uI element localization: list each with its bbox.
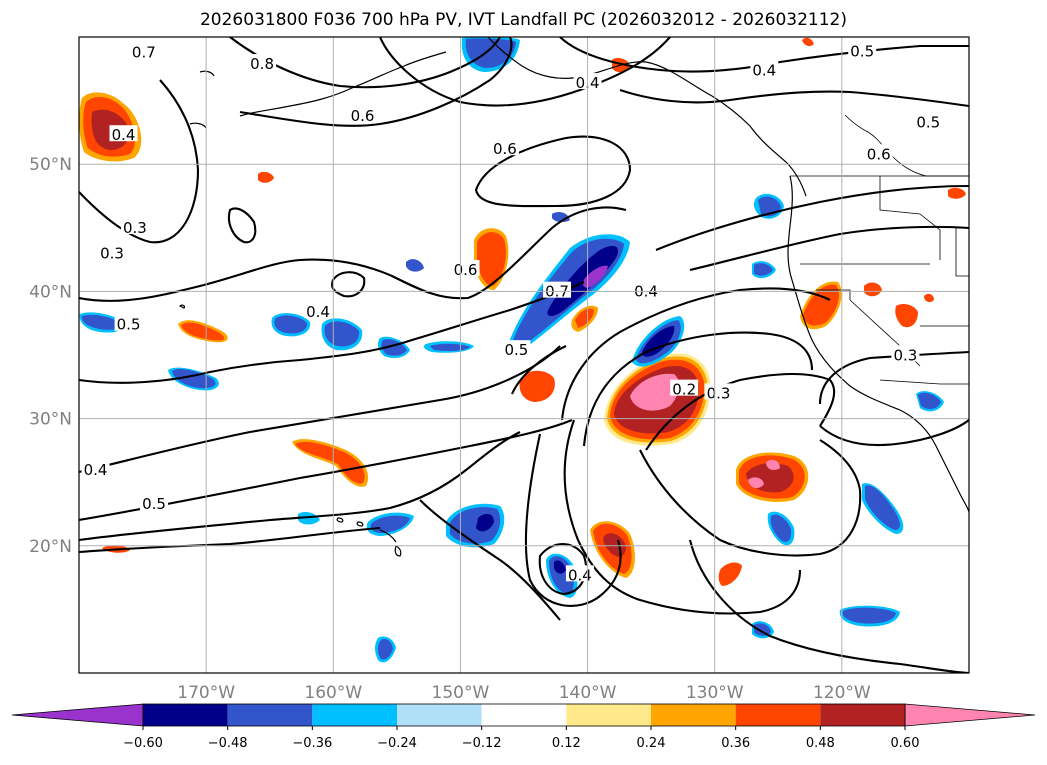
lat-tick-label: 50°N: [29, 155, 72, 175]
colorbar-extend-low: [11, 703, 144, 727]
contour-lines: [79, 37, 969, 673]
colorbar-segment: [651, 704, 736, 726]
colorbar: −0.60 −0.48 −0.36 −0.24 −0.12 0.12 0.24 0.36 0.4…: [11, 703, 1036, 751]
contour-label: 0.5: [142, 495, 166, 513]
colorbar-frame: [142, 703, 906, 727]
colorbar-segment: [312, 704, 397, 726]
contour-label: 0.3: [707, 384, 731, 402]
contour-label: 0.3: [893, 346, 917, 364]
map-frame: [78, 36, 970, 674]
contour-label: 0.2: [672, 381, 696, 399]
contour-label-background: [543, 281, 572, 298]
contour-label: 0.3: [100, 245, 124, 263]
colorbar-extend-high: [904, 703, 1036, 727]
contour-label: 0.3: [123, 219, 147, 237]
contour-label-background: [750, 60, 779, 77]
contour-label-background: [129, 42, 158, 59]
colorbar-segment: [143, 704, 228, 726]
colorbar-tick-label: 0.36: [721, 736, 750, 751]
political-borders: [790, 114, 969, 385]
lat-tick-label: 20°N: [29, 537, 72, 557]
lon-tick-label: 150°W: [432, 683, 490, 703]
contour-label-background: [490, 139, 519, 156]
map-panel[interactable]: 0.7 0.8 0.4 0.4 0.5 0.6 0.6 0.5 0.4 0.6 0.3 0.3 0.6 0…: [79, 37, 969, 673]
lon-tick-label: 120°W: [813, 683, 871, 703]
lat-tick-label: 30°N: [29, 410, 72, 430]
contour-label-background: [670, 379, 699, 396]
contour-label: 0.7: [132, 44, 156, 62]
colorbar-tick-label: 0.24: [637, 736, 666, 751]
colorbar-tick-label: −0.12: [462, 736, 502, 751]
contour-label: 0.5: [916, 113, 940, 131]
contour-label: 0.6: [351, 107, 375, 125]
colorbar-segment: [481, 704, 567, 726]
colorbar-tick-label: 0.48: [806, 736, 835, 751]
contour-label: 0.5: [504, 341, 528, 359]
contour-label: 0.8: [250, 55, 274, 73]
contour-label-background: [502, 340, 531, 357]
contour-label-background: [632, 281, 661, 298]
contour-label-background: [81, 459, 110, 476]
lon-tick-label: 130°W: [686, 683, 744, 703]
colorbar-tick-label: 0.12: [552, 736, 581, 751]
contour-label: 0.6: [493, 140, 517, 158]
contour-label-background: [348, 106, 377, 123]
latitude-tick-labels: 50°N 40°N 30°N 20°N: [29, 155, 72, 557]
contour-label-background: [864, 144, 893, 161]
contour-label-background: [109, 125, 138, 142]
colorbar-tick-label: −0.48: [208, 736, 248, 751]
contour-label: 0.6: [454, 261, 478, 279]
contour-label-background: [704, 383, 733, 400]
colorbar-tick-label: −0.24: [377, 736, 417, 751]
contour-label-background: [140, 494, 169, 511]
contour-label-background: [120, 218, 149, 235]
contour-label: 0.6: [867, 145, 891, 163]
lon-tick-label: 160°W: [304, 683, 362, 703]
colorbar-segment: [820, 704, 905, 726]
contour-label-background: [848, 41, 877, 58]
contour-label: 0.4: [306, 303, 330, 321]
contour-label: 0.4: [752, 61, 776, 79]
contour-label-background: [565, 565, 594, 582]
longitude-tick-labels: 170°W 160°W 150°W 140°W 130°W 120°W: [177, 683, 871, 703]
contour-label-background: [114, 314, 143, 331]
contour-label-group: 0.7 0.8 0.4 0.4 0.5 0.6 0.6 0.5 0.4 0.6 0.3 0.3 0.6 0…: [81, 41, 943, 584]
contour-label: 0.5: [850, 42, 874, 60]
colorbar-segment: [735, 704, 821, 726]
colorbar-tick-label: −0.60: [123, 736, 163, 751]
contour-label: 0.4: [112, 126, 136, 144]
contour-label-background: [914, 112, 943, 129]
gridlines: [79, 37, 969, 673]
contour-label-background: [248, 53, 277, 70]
contour-label-background: [98, 243, 127, 260]
colorbar-tick-label: −0.36: [292, 736, 332, 751]
contour-label-background: [451, 260, 480, 277]
lat-tick-label: 40°N: [29, 282, 72, 302]
contour-label: 0.4: [84, 461, 108, 479]
contour-label: 0.4: [568, 566, 592, 584]
contour-label: 0.5: [117, 316, 141, 334]
contour-label-background: [891, 345, 920, 362]
colorbar-segment: [566, 704, 651, 726]
lon-tick-label: 140°W: [559, 683, 617, 703]
map-title: 2026031800 F036 700 hPa PV, IVT Landfall…: [199, 10, 847, 30]
contour-label-background: [304, 302, 333, 319]
lon-tick-label: 170°W: [177, 683, 235, 703]
colorbar-segment: [227, 704, 313, 726]
colorbar-segment: [397, 704, 482, 726]
colorbar-tick-label: 0.60: [891, 736, 920, 751]
